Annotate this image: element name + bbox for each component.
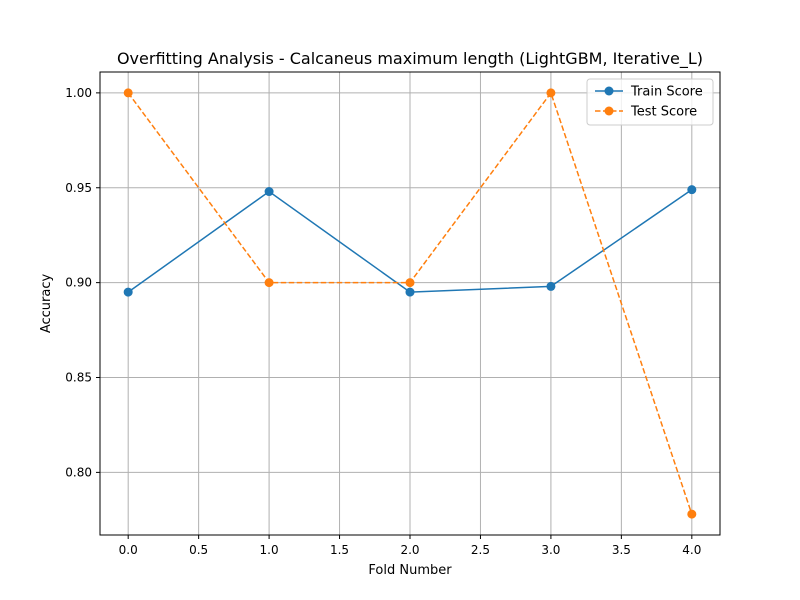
test-score-point [405,278,415,288]
x-tick-label: 4.0 [682,543,701,557]
train-score-legend-label: Train Score [630,85,703,100]
tick-layer: 0.0 0.5 1.0 1.5 2.0 2.5 3.0 3.5 4.0 0.80 0.85 0.90 0… [65,86,701,557]
test-score-point [264,278,274,288]
x-tick-label: 3.0 [541,543,560,557]
x-tick-label: 1.5 [330,543,349,557]
train-score-point [546,281,556,291]
y-tick-label: 0.90 [65,276,92,290]
legend: Train Score Test Score [586,78,714,126]
x-tick-label: 0.5 [189,543,208,557]
x-tick-label: 1.0 [260,543,279,557]
train-score-point [687,185,697,195]
train-score-point [264,187,274,197]
test-score-point [123,88,133,98]
grid-layer [100,72,720,535]
y-tick-label: 0.85 [65,371,92,385]
y-tick-label: 0.95 [65,181,92,195]
x-tick-label: 0.0 [119,543,138,557]
series-layer [123,88,697,519]
y-tick-label: 0.80 [65,465,92,479]
train-score-point [405,287,415,297]
chart-title: Overfitting Analysis - Calcaneus maximum… [117,49,703,69]
x-tick-label: 3.5 [612,543,631,557]
y-tick-label: 1.00 [65,86,92,100]
test-score-legend-marker [604,106,614,116]
train-score-point [123,287,133,297]
test-score-point [546,88,556,98]
test-score-point [687,509,697,519]
x-axis-label: Fold Number [368,563,452,578]
y-axis-label: Accuracy [39,274,54,334]
test-score-legend-label: Test Score [630,105,697,120]
train-score-legend-marker [604,86,614,96]
x-tick-label: 2.0 [400,543,419,557]
x-tick-label: 2.5 [471,543,490,557]
